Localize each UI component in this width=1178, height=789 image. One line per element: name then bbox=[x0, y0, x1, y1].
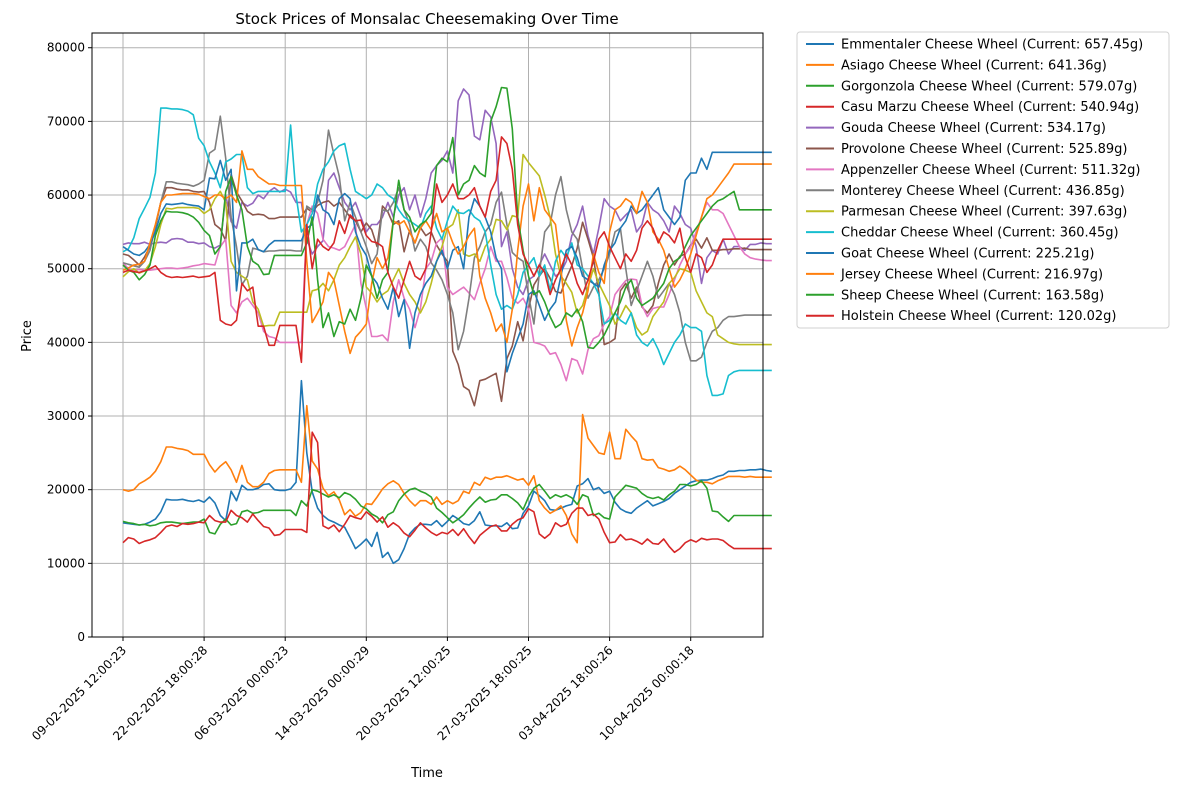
plot-frame bbox=[91, 32, 764, 638]
legend: Emmentaler Cheese Wheel (Current: 657.45… bbox=[796, 31, 1170, 329]
series-line-14 bbox=[122, 136, 772, 364]
series-line-10 bbox=[122, 107, 772, 397]
series-line-5 bbox=[122, 88, 772, 296]
legend-label: Parmesan Cheese Wheel (Current: 397.63g) bbox=[841, 205, 1127, 220]
y-tick-label: 10000 bbox=[47, 556, 85, 570]
series-line-12 bbox=[122, 150, 772, 355]
legend-label: Holstein Cheese Wheel (Current: 120.02g) bbox=[841, 309, 1116, 324]
y-axis-ticks: 0 10000 20000 30000 40000 50000 60000 70000 8000… bbox=[47, 41, 92, 644]
legend-label: Cheddar Cheese Wheel (Current: 360.45g) bbox=[841, 226, 1119, 241]
legend-label: Emmentaler Cheese Wheel (Current: 657.45… bbox=[841, 38, 1143, 53]
y-tick-label: 80000 bbox=[47, 41, 85, 55]
legend-label: Jersey Cheese Wheel (Current: 216.97g) bbox=[840, 267, 1103, 282]
y-tick-label: 50000 bbox=[47, 262, 85, 276]
legend-label: Sheep Cheese Wheel (Current: 163.58g) bbox=[841, 288, 1104, 303]
chart-title: Stock Prices of Monsalac Cheesemaking Ov… bbox=[235, 10, 618, 28]
series-line-8 bbox=[122, 115, 772, 362]
legend-label: Goat Cheese Wheel (Current: 225.21g) bbox=[841, 247, 1095, 262]
grid bbox=[92, 33, 763, 638]
legend-label: Monterey Cheese Wheel (Current: 436.85g) bbox=[841, 184, 1125, 199]
legend-label: Provolone Cheese Wheel (Current: 525.89g… bbox=[841, 142, 1127, 157]
y-tick-label: 60000 bbox=[47, 188, 85, 202]
y-axis-title: Price bbox=[20, 320, 35, 352]
legend-label: Gouda Cheese Wheel (Current: 534.17g) bbox=[841, 121, 1106, 136]
y-tick-label: 30000 bbox=[47, 409, 85, 423]
legend-label: Asiago Cheese Wheel (Current: 641.36g) bbox=[841, 58, 1107, 73]
series-line-4 bbox=[122, 431, 772, 554]
legend-label: Appenzeller Cheese Wheel (Current: 511.3… bbox=[841, 163, 1140, 178]
series-line-2 bbox=[122, 404, 772, 544]
y-tick-label: 20000 bbox=[47, 483, 85, 497]
series-lines bbox=[122, 86, 772, 565]
series-line-3 bbox=[122, 479, 772, 535]
y-tick-label: 40000 bbox=[47, 335, 85, 349]
y-tick-label: 0 bbox=[77, 630, 85, 644]
y-tick-label: 70000 bbox=[47, 114, 85, 128]
legend-label: Gorgonzola Cheese Wheel (Current: 579.07… bbox=[841, 79, 1137, 94]
series-line-7 bbox=[122, 201, 772, 382]
series-line-11 bbox=[122, 151, 772, 373]
legend-label: Casu Marzu Cheese Wheel (Current: 540.94… bbox=[841, 100, 1139, 115]
series-line-13 bbox=[122, 86, 772, 350]
legend-box bbox=[796, 31, 1170, 329]
series-line-1 bbox=[122, 379, 772, 565]
x-axis-title: Time bbox=[410, 766, 443, 781]
